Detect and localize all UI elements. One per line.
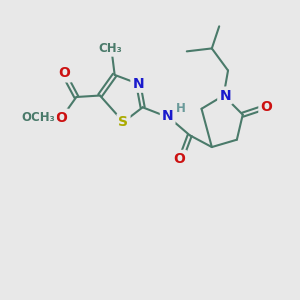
- Text: O: O: [59, 66, 70, 80]
- Text: N: N: [162, 109, 173, 123]
- Text: O: O: [173, 152, 185, 166]
- Text: CH₃: CH₃: [98, 42, 122, 55]
- Text: O: O: [260, 100, 272, 114]
- Text: OCH₃: OCH₃: [21, 111, 55, 124]
- Text: O: O: [56, 111, 68, 124]
- Text: N: N: [132, 77, 144, 91]
- Text: H: H: [176, 102, 185, 115]
- Text: N: N: [219, 88, 231, 103]
- Text: S: S: [118, 115, 128, 129]
